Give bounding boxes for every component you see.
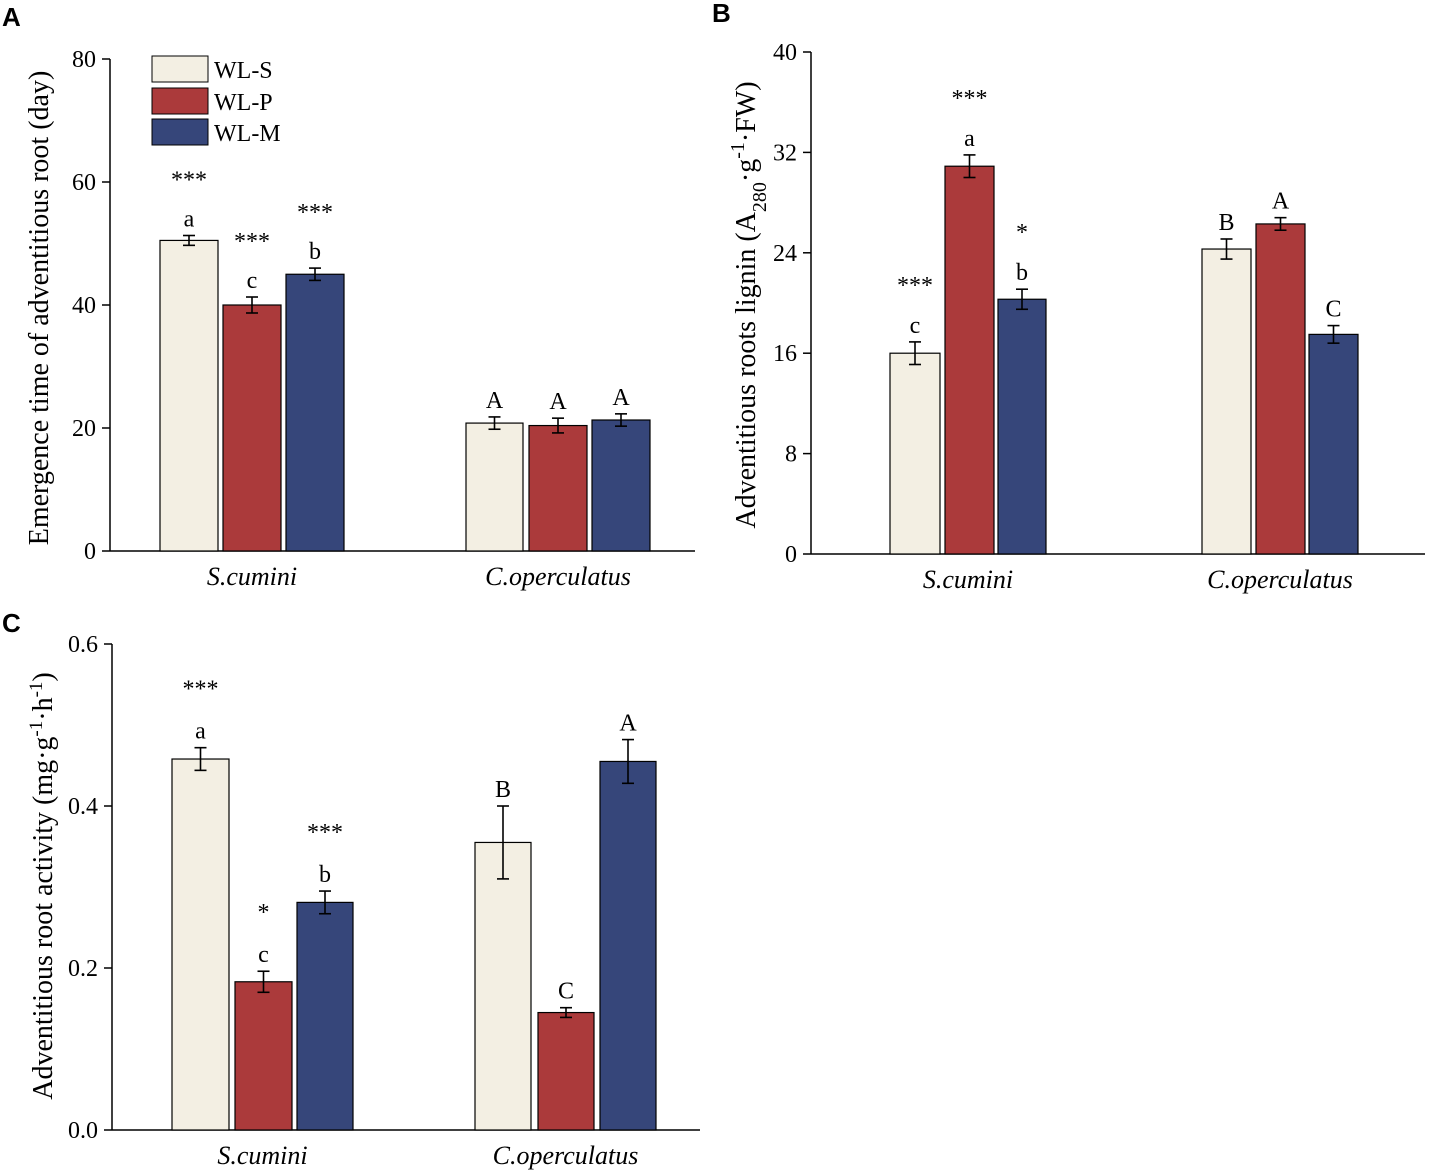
ylabel-b: Adventitious roots lignin (A280·g-1·FW) — [727, 81, 771, 528]
bar-b-wl-s — [1201, 248, 1252, 555]
sig-letter-a: b — [309, 239, 321, 265]
category-label-c: C.operculatus — [493, 1141, 639, 1170]
sig-letter-a: a — [184, 207, 195, 233]
sig-stars-c: *** — [307, 820, 343, 846]
bar-b-wl-m — [1308, 333, 1359, 555]
sig-letter-c: b — [319, 862, 331, 888]
bar-b-wl-p — [1255, 223, 1306, 555]
sig-stars-a: *** — [297, 200, 333, 226]
y-tick-label-c: 0.2 — [68, 956, 98, 982]
bar-a-wl-s — [465, 422, 524, 552]
sig-letter-c: B — [495, 777, 511, 803]
bar-a-wl-p — [528, 424, 588, 552]
sig-letter-c: A — [619, 711, 637, 737]
bar-a-wl-p — [222, 304, 282, 552]
y-tick-label-a: 60 — [72, 170, 96, 196]
y-tick-label-b: 16 — [773, 341, 797, 367]
y-tick-label-a: 40 — [72, 293, 96, 319]
sig-letter-a: A — [549, 389, 567, 415]
category-label-a: S.cumini — [207, 562, 297, 591]
legend-label-wl-s: WL-S — [214, 58, 273, 84]
sig-stars-a: *** — [171, 168, 207, 194]
sig-stars-c: * — [258, 900, 270, 926]
sig-letter-c: C — [558, 979, 574, 1005]
panel-label-b: B — [712, 0, 731, 28]
y-tick-label-a: 20 — [72, 416, 96, 442]
legend-swatch-wl-p — [151, 87, 209, 115]
sig-letter-b: c — [910, 313, 921, 339]
bar-a-wl-s — [159, 239, 219, 552]
sig-stars-c: *** — [183, 677, 219, 703]
panel-c-chart: 0.0 0.2 0.4 0.6 a *** Bc * Cb *** A S.cumini C.operc… — [68, 632, 700, 1170]
bar-a-wl-m — [285, 273, 345, 552]
bar-c-wl-p — [234, 981, 293, 1131]
legend: WL-S WL-P WL-M — [151, 55, 281, 147]
sig-stars-b: * — [1016, 220, 1028, 246]
y-tick-label-b: 24 — [773, 241, 797, 267]
bar-c-wl-m — [296, 901, 354, 1131]
bar-a-wl-m — [591, 419, 651, 552]
bar-c-wl-p — [537, 1011, 595, 1131]
sig-letter-a: A — [486, 388, 504, 414]
ylabel-a: Emergence time of adventitious root (day… — [24, 71, 55, 546]
panel-a-chart: 0 20 40 60 80 a *** Ac *** Ab *** A S.cumini C.opercu… — [72, 47, 695, 591]
bar-b-wl-m — [997, 298, 1047, 555]
bar-c-wl-m — [599, 760, 657, 1131]
sig-letter-c: a — [195, 719, 206, 745]
sig-stars-b: *** — [897, 273, 933, 299]
panel-label-a: A — [2, 2, 21, 32]
y-tick-label-b: 32 — [773, 140, 797, 166]
y-tick-label-b: 8 — [785, 442, 797, 468]
sig-letter-b: b — [1016, 260, 1028, 286]
y-tick-label-c: 0.6 — [68, 632, 98, 658]
sig-letter-b: C — [1325, 297, 1341, 323]
y-tick-label-b: 0 — [785, 542, 797, 568]
y-tick-label-c: 0.4 — [68, 794, 98, 820]
sig-letter-a: c — [247, 268, 258, 294]
sig-stars-a: *** — [234, 229, 270, 255]
bar-c-wl-s — [171, 758, 230, 1131]
category-label-a: C.operculatus — [485, 562, 631, 591]
legend-label-wl-p: WL-P — [214, 90, 273, 116]
y-tick-label-b: 40 — [773, 40, 797, 66]
y-tick-label-a: 80 — [72, 47, 96, 73]
ylabel-c: Adventitious root activity (mg·g-1·h-1) — [26, 672, 60, 1099]
sig-letter-b: a — [964, 126, 975, 152]
bar-b-wl-p — [944, 165, 995, 555]
bar-c-wl-s — [474, 841, 532, 1131]
bar-b-wl-s — [889, 352, 941, 555]
category-label-b: C.operculatus — [1207, 565, 1353, 594]
y-tick-label-a: 0 — [84, 539, 96, 565]
sig-letter-a: A — [612, 385, 630, 411]
sig-letter-c: c — [258, 942, 269, 968]
category-label-b: S.cumini — [923, 565, 1013, 594]
panel-label-c: C — [2, 608, 21, 638]
panel-b-chart: 0 8 16 24 32 40 c *** Ba *** Ab * C S.cumini C.opercul… — [773, 40, 1425, 594]
sig-stars-b: *** — [952, 86, 988, 112]
sig-letter-b: B — [1218, 210, 1234, 236]
sig-letter-b: A — [1272, 189, 1290, 215]
legend-label-wl-m: WL-M — [214, 121, 281, 147]
category-label-c: S.cumini — [217, 1141, 307, 1170]
legend-swatch-wl-m — [151, 118, 209, 146]
legend-swatch-wl-s — [151, 55, 209, 83]
y-tick-label-c: 0.0 — [68, 1118, 98, 1144]
